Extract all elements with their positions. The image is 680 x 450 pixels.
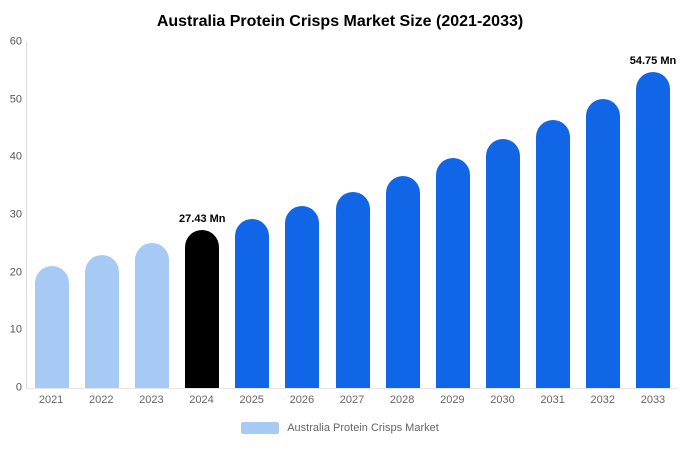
- bar-2022: [85, 254, 120, 388]
- x-tick-label: 2032: [590, 394, 616, 406]
- x-tick-label: 2026: [289, 394, 315, 406]
- x-tick-label: 2021: [38, 394, 64, 406]
- bar-2031: [535, 120, 570, 388]
- x-tick-label: 2030: [490, 394, 515, 406]
- bar-2030: [485, 139, 520, 388]
- bar-2028: [385, 176, 420, 388]
- bar-column: [578, 42, 628, 388]
- bar-2033: [635, 72, 670, 388]
- bar-2021: [35, 265, 70, 388]
- bar-column: [378, 42, 428, 388]
- bar-column: [528, 42, 578, 388]
- bar-2029: [435, 157, 470, 388]
- bar-column: 54.75 Mn: [628, 42, 678, 388]
- x-tick-label: 2022: [88, 394, 114, 406]
- bar-2026: [285, 206, 320, 388]
- x-tick-label: 2033: [640, 394, 666, 406]
- x-tick-label: 2029: [440, 394, 465, 406]
- plot-area: 27.43 Mn 54.75 Mn: [26, 42, 678, 389]
- bar-2023: [135, 243, 170, 388]
- legend-label: Australia Protein Crisps Market: [287, 422, 439, 434]
- bar-column: [77, 42, 127, 388]
- x-tick-label: 2028: [389, 394, 415, 406]
- bar-2024: [185, 229, 220, 388]
- chart-title: Australia Protein Crisps Market Size (20…: [156, 13, 524, 30]
- bar-2032: [585, 98, 620, 388]
- x-tick-label: 2024: [189, 394, 214, 406]
- bar-column: [327, 42, 377, 388]
- x-tick-label: 2023: [139, 394, 164, 406]
- y-tick-label: 0: [15, 381, 22, 394]
- x-axis: 2021 2022 2023 2024 2025 2026 2027 2028 2029 2030…: [26, 394, 680, 406]
- y-tick-label: 60: [9, 35, 22, 48]
- bar-chart: 0 10 20 30 40 50 60 27.43 Mn 54.75 Mn: [0, 36, 680, 393]
- x-tick-label: 2031: [540, 394, 565, 406]
- bar-2027: [335, 191, 370, 388]
- bar-column: [277, 42, 327, 388]
- y-tick-label: 10: [9, 323, 22, 336]
- bar-value-label: 27.43 Mn: [179, 212, 226, 225]
- bar-column: [127, 42, 177, 388]
- legend-swatch: [241, 422, 280, 434]
- y-axis: 0 10 20 30 40 50 60: [0, 36, 26, 393]
- y-tick-label: 50: [9, 93, 22, 106]
- y-tick-label: 40: [9, 150, 22, 163]
- legend: Australia Protein Crisps Market: [0, 422, 680, 434]
- x-tick-label: 2027: [339, 394, 365, 406]
- x-tick-label: 2025: [239, 394, 264, 406]
- bar-value-label: 54.75 Mn: [629, 55, 677, 68]
- bar-column: [478, 42, 528, 388]
- bar-column: [428, 42, 478, 388]
- y-tick-label: 30: [9, 208, 22, 221]
- bar-column: [27, 42, 77, 388]
- y-tick-label: 20: [9, 266, 22, 279]
- bar-column: [227, 42, 277, 388]
- bar-2025: [235, 219, 270, 388]
- bar-column: 27.43 Mn: [177, 42, 227, 388]
